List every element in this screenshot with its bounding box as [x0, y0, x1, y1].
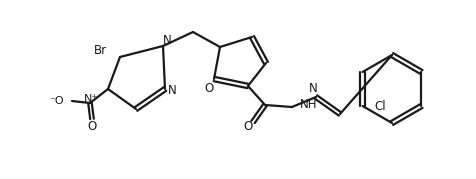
Text: ⁻O: ⁻O	[50, 96, 64, 106]
Text: Cl: Cl	[374, 100, 386, 112]
Text: O: O	[243, 120, 252, 134]
Text: NH: NH	[299, 98, 317, 110]
Text: Br: Br	[93, 43, 106, 57]
Text: O: O	[204, 81, 213, 95]
Text: N: N	[162, 33, 171, 47]
Text: N: N	[167, 83, 176, 96]
Text: O: O	[87, 120, 97, 132]
Text: N⁺: N⁺	[84, 94, 98, 104]
Text: N: N	[308, 81, 317, 95]
